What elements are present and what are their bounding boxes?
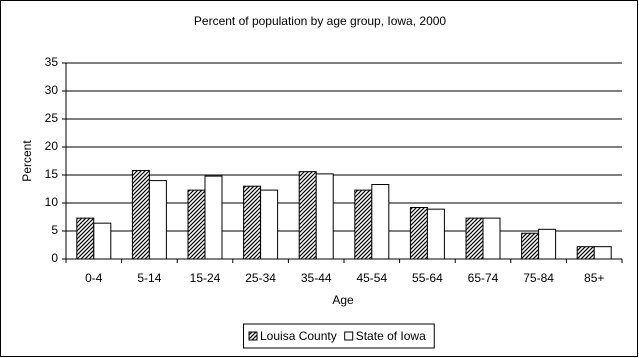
bar (243, 185, 262, 260)
legend-label: State of Iowa (356, 329, 426, 343)
x-tick-label: 55-64 (412, 271, 443, 285)
bar (204, 175, 223, 260)
x-tick-label: 85+ (584, 271, 604, 285)
y-tick-label: 0 (51, 251, 58, 265)
x-tick-label: 65-74 (468, 271, 499, 285)
bar (465, 217, 484, 260)
bar (538, 228, 557, 260)
bar (426, 208, 445, 260)
bar (93, 222, 112, 260)
y-axis-label: Percent (20, 140, 34, 182)
bar (371, 184, 390, 260)
bar (260, 189, 279, 260)
y-tick-label: 25 (45, 111, 59, 125)
legend-swatch (344, 331, 354, 341)
bar (576, 246, 595, 260)
bar (298, 171, 317, 260)
y-tick-label: 30 (45, 83, 59, 97)
chart-title: Percent of population by age group, Iowa… (194, 14, 447, 28)
x-tick-label: 35-44 (301, 271, 332, 285)
bar (148, 180, 167, 260)
y-tick-label: 10 (45, 195, 59, 209)
bar (409, 206, 428, 260)
x-axis-label: Age (332, 293, 354, 307)
bar (593, 246, 612, 260)
x-tick-label: 25-34 (245, 271, 276, 285)
x-tick-label: 15-24 (190, 271, 221, 285)
bar (76, 217, 95, 260)
x-tick-label: 45-54 (356, 271, 387, 285)
bar (354, 189, 373, 260)
bar (521, 232, 540, 260)
bar (187, 189, 206, 260)
y-tick-label: 20 (45, 139, 59, 153)
legend-label: Louisa County (260, 329, 337, 343)
x-tick-label: 0-4 (85, 271, 103, 285)
x-tick-label: 5-14 (137, 271, 161, 285)
y-tick-label: 5 (51, 223, 58, 237)
y-tick-label: 15 (45, 167, 59, 181)
legend-box (243, 323, 435, 349)
bar (315, 173, 334, 260)
bar (131, 170, 150, 260)
y-tick-label: 35 (45, 55, 59, 69)
x-tick-label: 75-84 (523, 271, 554, 285)
legend-swatch (248, 331, 258, 341)
bar (482, 217, 501, 260)
